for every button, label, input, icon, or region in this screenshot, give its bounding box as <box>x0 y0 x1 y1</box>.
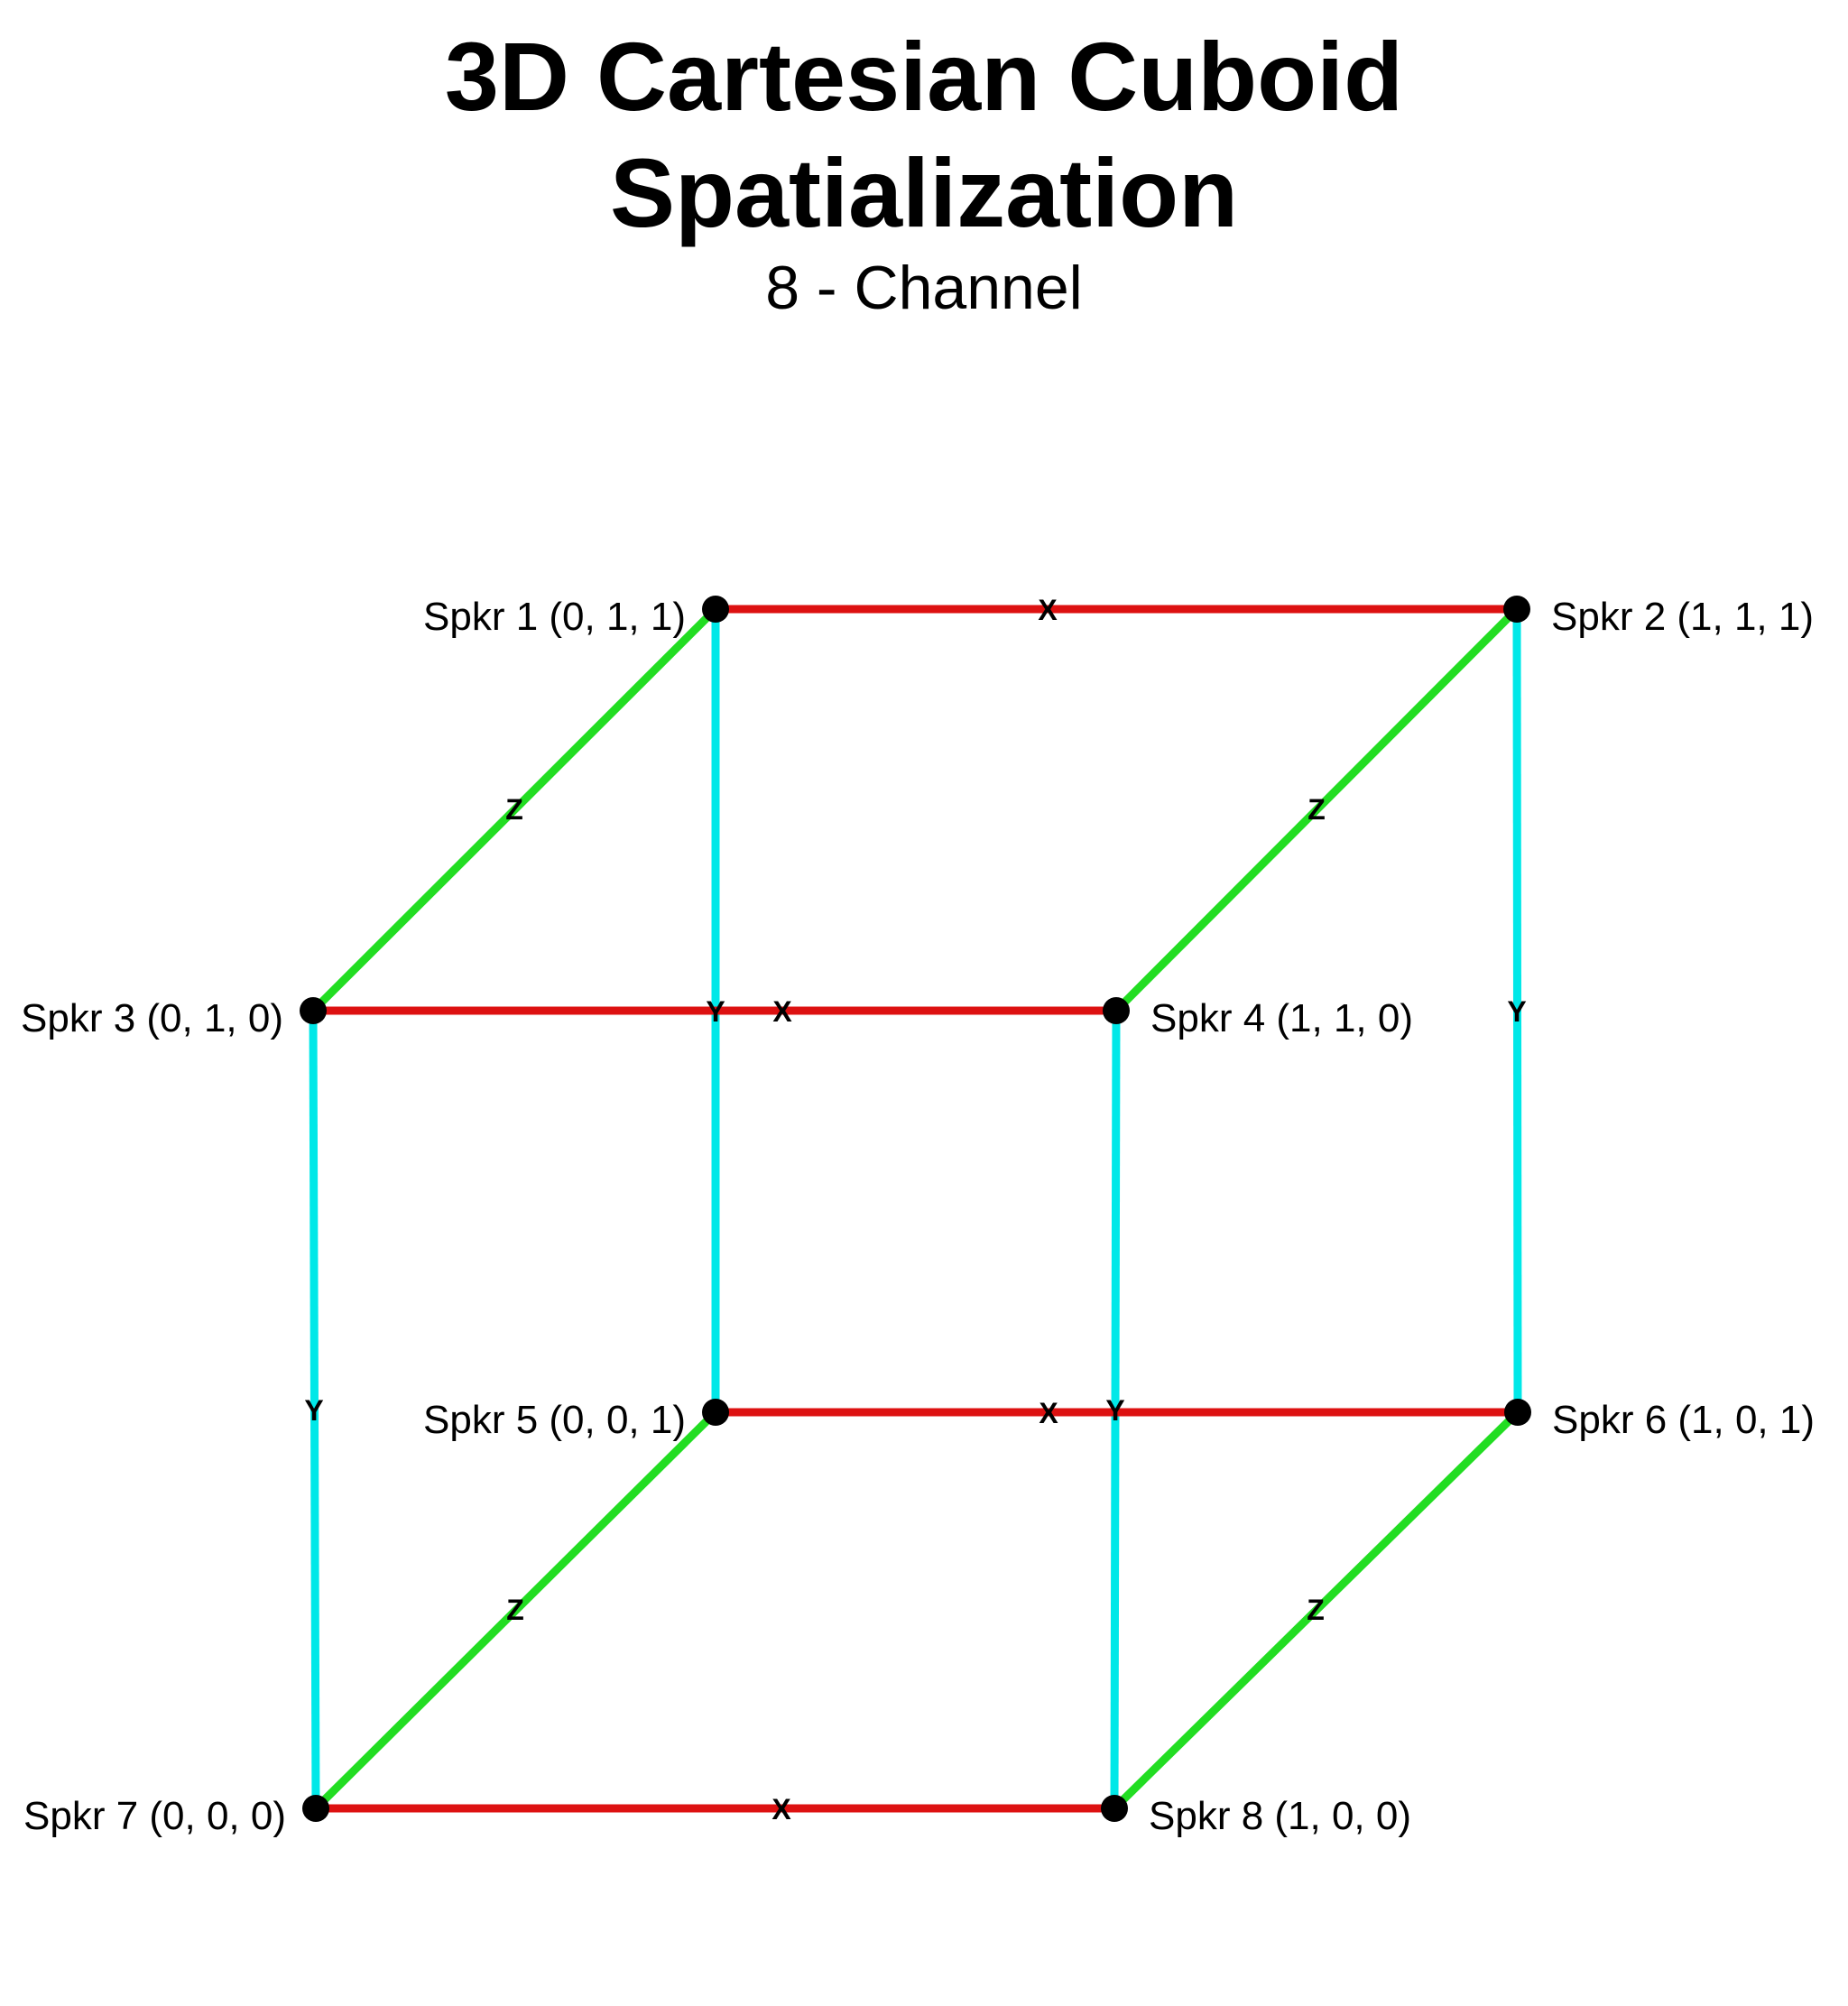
svg-text:Y: Y <box>304 1394 323 1427</box>
svg-text:X: X <box>772 995 792 1028</box>
svg-text:X: X <box>1038 594 1058 626</box>
svg-text:X: X <box>1039 1397 1058 1429</box>
svg-text:Y: Y <box>1507 995 1526 1028</box>
svg-text:Z: Z <box>1307 793 1326 826</box>
svg-text:Z: Z <box>1307 1594 1325 1626</box>
svg-text:Y: Y <box>706 995 725 1028</box>
svg-text:Z: Z <box>506 1594 524 1626</box>
svg-text:Y: Y <box>1105 1394 1124 1427</box>
svg-text:Z: Z <box>505 793 523 826</box>
svg-text:X: X <box>772 1793 791 1826</box>
